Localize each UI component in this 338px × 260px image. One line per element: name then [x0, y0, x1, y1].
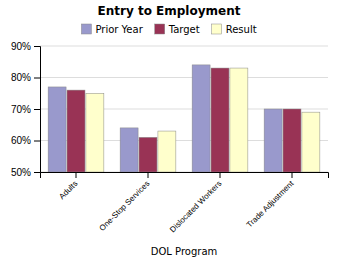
legend-item: Target: [155, 24, 200, 35]
bar: [120, 128, 138, 172]
axis-line: [41, 173, 329, 179]
title: Entry to Employment: [98, 4, 241, 18]
tick-mark: [34, 172, 40, 173]
bar: [158, 131, 176, 172]
tick-label: 60%: [11, 135, 31, 146]
tick-mark: [76, 172, 77, 178]
tick: One-Stop Services: [98, 172, 152, 233]
tick-label: Trade Adjustment: [245, 178, 296, 229]
bar: [86, 93, 104, 172]
bar: [230, 68, 248, 172]
tick-label: 80%: [11, 72, 31, 83]
bar: [139, 137, 157, 172]
chart: Entry to Employment 50% 60% 70% 80% 90% Adults…: [0, 0, 338, 260]
bar: [211, 68, 229, 172]
tick-label: 50%: [11, 167, 31, 178]
tick-mark: [148, 172, 149, 178]
bar: [264, 109, 282, 172]
legend-swatch: [212, 24, 222, 34]
tick-label: One-Stop Services: [98, 179, 152, 233]
tick-mark: [34, 141, 40, 142]
bar: [67, 90, 85, 172]
legend-swatch: [155, 24, 165, 34]
grid-line: [40, 77, 328, 78]
legend-label: Target: [168, 24, 200, 35]
series: [67, 68, 301, 172]
tick-label: Adults: [57, 179, 79, 201]
legend-item: Prior Year: [81, 24, 143, 35]
tick-mark: [220, 172, 221, 178]
grid-line: [40, 46, 328, 47]
tick: 70%: [11, 104, 40, 115]
tick-label: 90%: [11, 41, 31, 52]
tick-label: 70%: [11, 104, 31, 115]
tick: Trade Adjustment: [245, 172, 296, 230]
x-axis-label: DOL Program: [151, 246, 218, 257]
tick-mark: [292, 172, 293, 178]
bar: [48, 87, 66, 172]
tick-label: Dislocated Workers: [168, 179, 223, 234]
tick: 50%: [11, 167, 40, 178]
x-axis: Adults One-Stop Services Dislocated Worker…: [41, 172, 329, 234]
grid: [40, 46, 328, 172]
bar: [192, 65, 210, 172]
tick-mark: [34, 109, 40, 110]
axis-line: [34, 47, 41, 173]
tick: 90%: [11, 41, 40, 52]
series: [48, 65, 282, 172]
tick-mark: [34, 78, 40, 79]
tick: 60%: [11, 135, 40, 146]
legend-label: Prior Year: [95, 24, 143, 35]
legend-item: Result: [212, 24, 257, 35]
legend: Prior Year Target Result: [81, 24, 256, 35]
series: [86, 68, 320, 172]
tick: 80%: [11, 72, 40, 83]
bars: [48, 65, 320, 172]
bar: [283, 109, 301, 172]
legend-label: Result: [226, 24, 257, 35]
tick: Adults: [57, 172, 79, 201]
y-axis: 50% 60% 70% 80% 90%: [11, 41, 41, 178]
tick-mark: [34, 46, 40, 47]
bar: [302, 112, 320, 172]
legend-swatch: [81, 24, 91, 34]
plot: 50% 60% 70% 80% 90% Adults One-Stop Services Di…: [11, 41, 329, 235]
tick: Dislocated Workers: [168, 172, 223, 234]
